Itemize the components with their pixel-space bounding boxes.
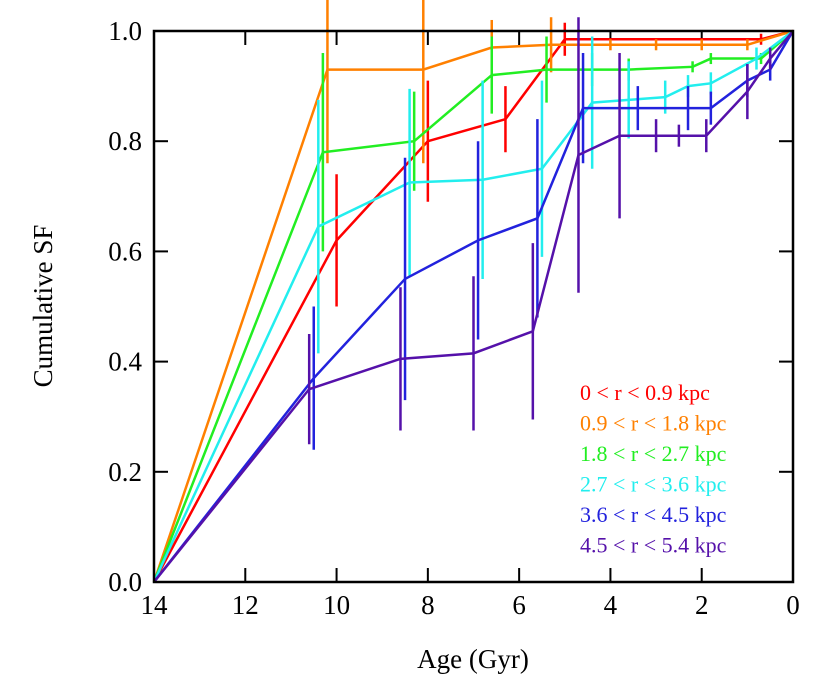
y-tick-label: 0.0 — [108, 567, 142, 597]
legend-entry: 0 < r < 0.9 kpc — [580, 380, 710, 405]
x-axis-title: Age (Gyr) — [417, 644, 529, 674]
series-line — [152, 29, 794, 583]
legend-entry: 3.6 < r < 4.5 kpc — [580, 502, 727, 527]
x-tick-label: 8 — [421, 590, 435, 620]
series-line — [153, 30, 795, 583]
legend-entry: 4.5 < r < 5.4 kpc — [580, 533, 727, 558]
x-tick-label: 12 — [232, 590, 259, 620]
y-tick-label: 0.4 — [108, 347, 142, 377]
plot-frame — [152, 29, 795, 584]
y-tick-label: 0.8 — [108, 126, 142, 156]
legend-entry: 2.7 < r < 3.6 kpc — [580, 472, 727, 497]
x-tick-label: 14 — [141, 590, 169, 620]
x-tick-label: 10 — [323, 590, 350, 620]
y-axis-title: Cumulative SF — [28, 225, 58, 388]
x-tick-label: 2 — [695, 590, 709, 620]
legend-entry: 0.9 < r < 1.8 kpc — [580, 411, 727, 436]
legend-entry: 1.8 < r < 2.7 kpc — [580, 441, 727, 466]
x-tick-label: 4 — [604, 590, 618, 620]
y-tick-label: 0.2 — [108, 457, 142, 487]
x-tick-label: 6 — [512, 590, 526, 620]
x-tick-label: 0 — [786, 590, 800, 620]
y-tick-label: 0.6 — [108, 236, 142, 266]
series-line — [152, 30, 794, 583]
y-tick-label: 1.0 — [108, 16, 142, 46]
